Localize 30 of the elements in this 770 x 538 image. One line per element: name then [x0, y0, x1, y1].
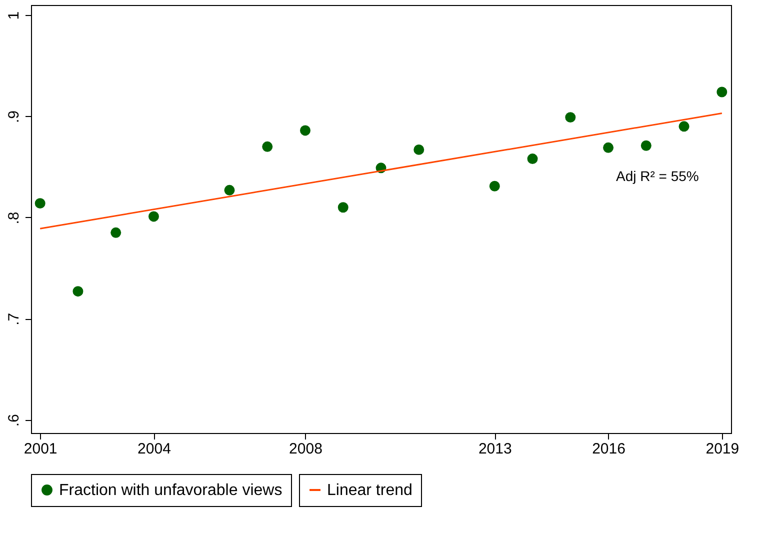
point: [300, 125, 310, 136]
point: [414, 144, 424, 155]
y-tick-label: .7: [6, 312, 22, 326]
point: [489, 180, 500, 192]
x-tick-label: 2001: [24, 440, 58, 458]
point: [565, 112, 576, 123]
point: [34, 198, 46, 209]
point: [603, 142, 614, 153]
point: [527, 154, 538, 164]
point: [110, 227, 122, 238]
point: [678, 121, 690, 132]
annotation: Adj R² = 55%: [616, 168, 699, 184]
legend-label: Linear trend: [327, 482, 412, 499]
x-tick-label: 2008: [289, 440, 322, 458]
y-tick-label: .6: [6, 414, 22, 427]
x-tick-label: 2019: [706, 440, 740, 458]
point: [640, 140, 652, 151]
y-tick-label: .9: [6, 110, 22, 124]
point: [716, 86, 728, 98]
point: [262, 141, 273, 152]
x-tick-label: 2016: [592, 440, 626, 458]
point: [72, 286, 84, 297]
y-tick-label: 1: [6, 11, 22, 20]
point: [338, 202, 348, 213]
point: [148, 211, 159, 222]
x-tick-label: 2004: [138, 440, 171, 458]
legend-label: Fraction with unfavorable views: [59, 482, 282, 499]
point: [224, 184, 235, 196]
y-tick-label: .8: [6, 212, 22, 224]
x-tick-label: 2013: [478, 440, 512, 458]
